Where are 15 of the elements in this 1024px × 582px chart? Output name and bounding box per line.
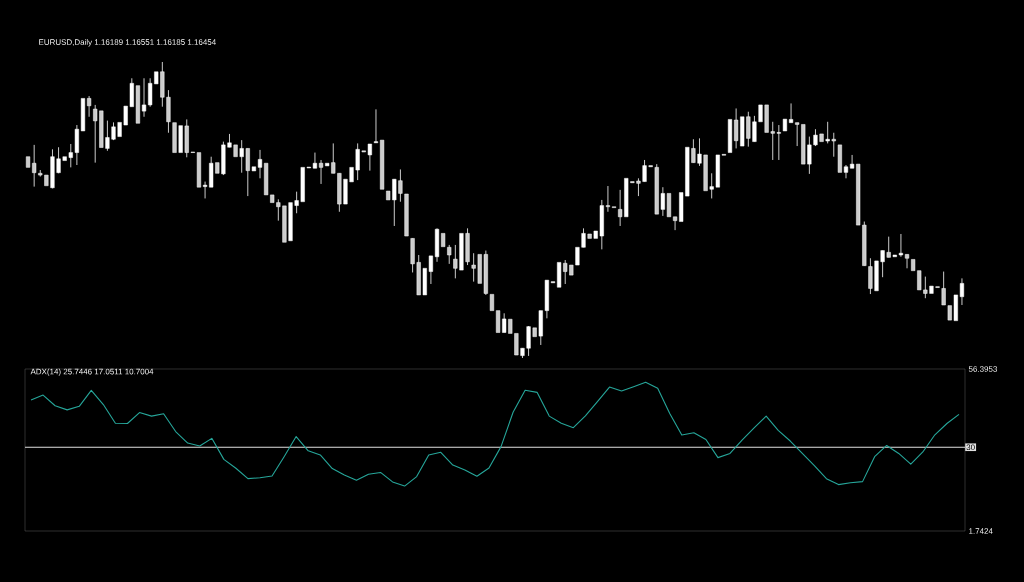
line-series <box>30 381 960 487</box>
candlestick <box>447 244 452 265</box>
candlestick <box>843 164 849 179</box>
candlestick <box>441 233 446 247</box>
candlestick <box>373 108 379 144</box>
candlestick <box>87 95 92 118</box>
candlestick <box>380 139 385 190</box>
candlestick <box>782 118 788 132</box>
candlestick <box>837 144 842 173</box>
candlestick <box>904 253 910 269</box>
candlestick <box>257 149 263 179</box>
candlestick <box>550 281 556 284</box>
candlestick <box>80 98 86 132</box>
candlestick <box>727 119 733 153</box>
candlestick <box>489 294 495 311</box>
